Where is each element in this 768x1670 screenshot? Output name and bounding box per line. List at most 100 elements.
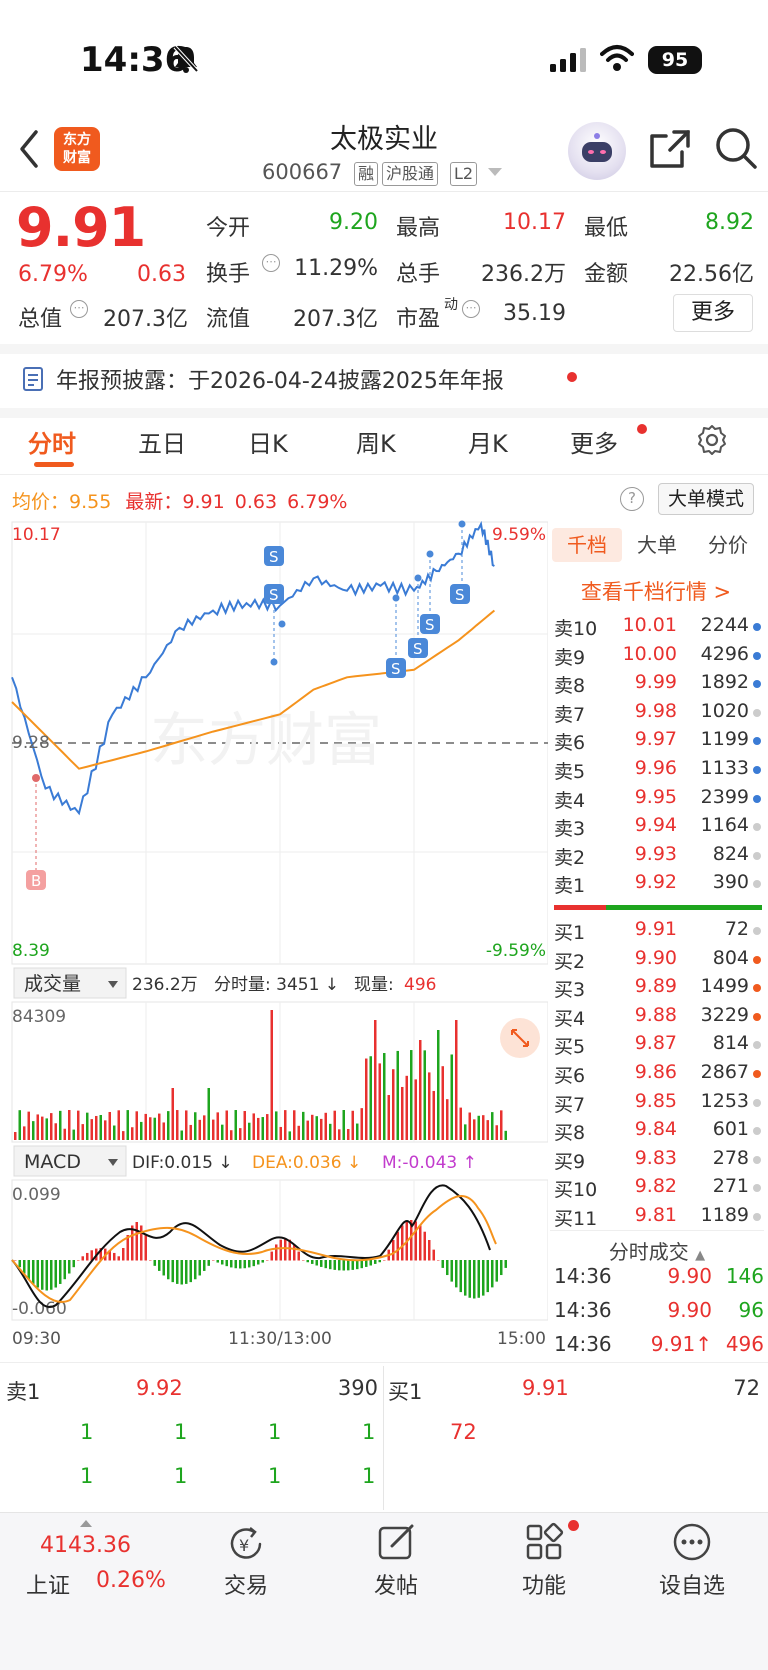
- bid-row[interactable]: 买9 9.83 278: [554, 1147, 764, 1175]
- volume-bar: [432, 1090, 435, 1140]
- bid-row[interactable]: 买11 9.81 1189: [554, 1204, 764, 1232]
- bid-row[interactable]: 买3 9.89 1499: [554, 975, 764, 1003]
- more-circle-icon[interactable]: [672, 1522, 712, 1562]
- volume-bar: [45, 1118, 48, 1140]
- order-flag-dot: [753, 1098, 761, 1107]
- bid-level-label: 买8: [554, 1122, 586, 1145]
- tab-daily-k[interactable]: 日K: [248, 430, 288, 458]
- open-label: 今开: [206, 216, 251, 241]
- macd-bar: [225, 1260, 228, 1267]
- info-icon[interactable]: ⋯: [262, 254, 280, 272]
- macd-bar: [266, 1260, 269, 1261]
- macd-bar: [59, 1260, 62, 1284]
- volume-bar: [68, 1110, 71, 1140]
- bid-row[interactable]: 买4 9.88 3229: [554, 1004, 764, 1032]
- help-icon[interactable]: ?: [620, 487, 644, 511]
- tick-trades-title[interactable]: 分时成交 ▲: [608, 1240, 706, 1264]
- grid-apps-icon[interactable]: [524, 1522, 564, 1562]
- sh-index-value[interactable]: 4143.36: [40, 1533, 131, 1558]
- share-icon[interactable]: [648, 128, 692, 170]
- tab-functions[interactable]: 功能: [521, 1574, 566, 1599]
- bid-row[interactable]: 买8 9.84 601: [554, 1118, 764, 1146]
- volume-label: 总手: [396, 262, 441, 287]
- sh-index-change[interactable]: 0.26%: [96, 1568, 166, 1593]
- macd-bar: [315, 1260, 318, 1266]
- ask-row[interactable]: 卖7 9.98 1020: [554, 700, 764, 728]
- ask-level-label: 卖9: [554, 646, 586, 669]
- ask-row[interactable]: 卖3 9.94 1164: [554, 814, 764, 842]
- ask-queue-item: 1: [268, 1420, 282, 1444]
- gear-icon[interactable]: [696, 424, 728, 456]
- tab-more[interactable]: 更多: [570, 430, 618, 458]
- low-label: 最低: [584, 216, 629, 241]
- ask-row[interactable]: 卖6 9.97 1199: [554, 728, 764, 756]
- intraday-chart[interactable]: 东方财富 B S S S S S S 10.17 9.28 8.39 9.59%…: [0, 520, 548, 1360]
- info-icon[interactable]: ⋯: [462, 300, 480, 318]
- bid-row[interactable]: 买2 9.90 804: [554, 947, 764, 975]
- macd-bar: [108, 1250, 111, 1261]
- bid-row[interactable]: 买1 9.91 72: [554, 918, 764, 946]
- more-button[interactable]: 更多: [673, 294, 753, 332]
- macd-bar: [158, 1260, 161, 1271]
- volume-bar: [185, 1110, 188, 1140]
- back-icon[interactable]: [16, 128, 42, 170]
- tab-weekly-k[interactable]: 周K: [356, 430, 396, 458]
- search-icon[interactable]: [714, 126, 758, 170]
- tab-monthly-k[interactable]: 月K: [468, 430, 508, 458]
- ask-row[interactable]: 卖4 9.95 2399: [554, 786, 764, 814]
- volume-bar: [401, 1086, 404, 1140]
- tab-level-thousand[interactable]: 千档: [552, 528, 622, 562]
- volume-bar: [230, 1130, 233, 1140]
- ask-row[interactable]: 卖10 10.01 2244: [554, 614, 764, 642]
- info-icon[interactable]: ⋯: [70, 300, 88, 318]
- bid-level-label: 买9: [554, 1150, 586, 1173]
- ask-price: 10.01: [622, 614, 677, 636]
- ask-queue-item: 1: [80, 1464, 94, 1488]
- assistant-avatar[interactable]: [568, 122, 626, 180]
- compose-icon[interactable]: [376, 1522, 416, 1562]
- tab-five-day[interactable]: 五日: [138, 430, 186, 458]
- ask-row[interactable]: 卖1 9.92 390: [554, 871, 764, 899]
- tab-watchlist[interactable]: 设自选: [658, 1574, 725, 1599]
- annual-report-notice[interactable]: 年报预披露：于2026-04-24披露2025年年报: [56, 369, 504, 394]
- volume-bar: [167, 1111, 170, 1140]
- tab-trade[interactable]: 交易: [223, 1574, 268, 1599]
- svg-text:¥: ¥: [239, 1536, 249, 1555]
- volume-bar: [131, 1127, 134, 1140]
- time-axis-mid: 11:30/13:00: [228, 1329, 332, 1349]
- volume-bar: [239, 1128, 242, 1140]
- volume-bar: [378, 1063, 381, 1140]
- tab-price-distribution[interactable]: 分价: [708, 533, 748, 557]
- macd-bar: [149, 1260, 152, 1261]
- macd-dif: DIF:0.015 ↓: [132, 1153, 233, 1173]
- volume-bar: [36, 1114, 39, 1140]
- chevron-up-icon[interactable]: [80, 1520, 92, 1527]
- bid-row[interactable]: 买7 9.85 1253: [554, 1090, 764, 1118]
- big-order-mode-button[interactable]: 大单模式: [658, 483, 754, 515]
- divider: [0, 408, 768, 418]
- view-full-depth-link[interactable]: 查看千档行情 >: [580, 580, 732, 604]
- ask-volume: 1020: [700, 699, 749, 722]
- macd-bar: [275, 1244, 278, 1261]
- bid-row[interactable]: 买6 9.86 2867: [554, 1061, 764, 1089]
- ask-row[interactable]: 卖5 9.96 1133: [554, 757, 764, 785]
- tick-price: 9.91↑: [650, 1332, 712, 1356]
- tab-post[interactable]: 发帖: [373, 1574, 418, 1599]
- bid-row[interactable]: 买5 9.87 814: [554, 1032, 764, 1060]
- sh-index-name[interactable]: 上证: [26, 1574, 71, 1599]
- trade-icon[interactable]: ¥: [226, 1524, 266, 1564]
- bid-row[interactable]: 买10 9.82 271: [554, 1175, 764, 1203]
- volume-bar: [320, 1118, 323, 1140]
- tab-intraday[interactable]: 分时: [28, 430, 76, 458]
- macd-bar: [428, 1240, 431, 1261]
- tab-big-order[interactable]: 大单: [637, 533, 677, 557]
- macd-bar: [32, 1260, 35, 1284]
- ask-row[interactable]: 卖2 9.93 824: [554, 843, 764, 871]
- volume-bar: [482, 1115, 485, 1140]
- ask-row[interactable]: 卖8 9.99 1892: [554, 671, 764, 699]
- bid-price: 9.90: [634, 946, 677, 969]
- order-flag-dot: [753, 794, 761, 803]
- ask-price: 9.99: [634, 671, 677, 694]
- chevron-down-icon[interactable]: [488, 168, 502, 176]
- ask-row[interactable]: 卖9 10.00 4296: [554, 643, 764, 671]
